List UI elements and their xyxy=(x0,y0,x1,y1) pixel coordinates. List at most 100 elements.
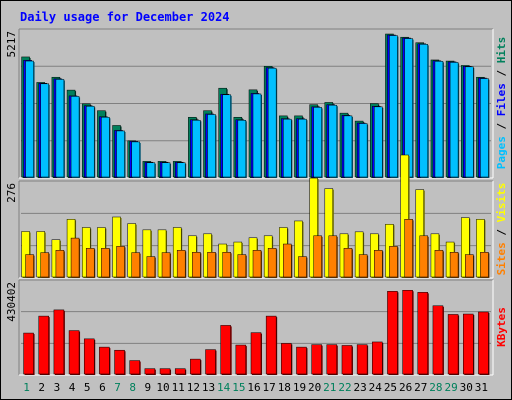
bar-pages-day-7 xyxy=(116,130,125,178)
bar-pages-day-25 xyxy=(389,35,398,178)
bar-sites-day-10 xyxy=(161,252,171,278)
legend-entry-kbytes: KBytes xyxy=(495,307,508,347)
bar-pages-day-31 xyxy=(480,78,489,178)
bar-sites-day-4 xyxy=(70,237,80,278)
bar-pages-day-9 xyxy=(146,162,156,178)
bar-sites-day-3 xyxy=(55,250,65,278)
bar-kbytes-day-30 xyxy=(463,313,474,375)
bar-kbytes-day-24 xyxy=(372,341,383,375)
bar-pages-day-18 xyxy=(283,118,292,178)
bar-pages-day-16 xyxy=(252,93,262,178)
bar-kbytes-day-26 xyxy=(402,290,413,375)
legend-entry-hits: Hits xyxy=(495,37,508,64)
x-tick-label-day-15: 15 xyxy=(232,381,245,394)
legend-entry-pages: Pages xyxy=(495,136,508,169)
bar-kbytes-day-18 xyxy=(281,343,292,375)
bar-sites-day-31 xyxy=(480,252,489,278)
bar-kbytes-day-6 xyxy=(99,346,110,375)
bar-sites-day-7 xyxy=(116,246,125,278)
bar-pages-day-1 xyxy=(25,60,34,178)
bar-kbytes-day-10 xyxy=(159,368,171,375)
bar-pages-day-12 xyxy=(192,120,201,178)
bar-sites-day-24 xyxy=(374,250,383,278)
panel-hits-files-pages: 5217 Pages / Files / Hits xyxy=(5,28,508,179)
panel-max-label: 5217 xyxy=(5,31,18,58)
bar-sites-day-6 xyxy=(101,248,110,278)
bar-sites-day-5 xyxy=(85,248,95,278)
bar-sites-day-26 xyxy=(404,219,413,278)
bar-sites-day-14 xyxy=(222,252,231,278)
bar-sites-day-29 xyxy=(449,252,459,278)
x-tick-label-day-25: 25 xyxy=(384,381,397,394)
x-tick-label-day-12: 12 xyxy=(187,381,200,394)
bar-kbytes-day-27 xyxy=(417,292,429,375)
bar-kbytes-day-9 xyxy=(144,368,156,375)
x-tick-label-day-29: 29 xyxy=(444,381,457,394)
panel-legend: Pages / Files / Hits xyxy=(495,37,508,170)
bar-kbytes-day-22 xyxy=(341,345,353,375)
x-tick-label-day-6: 6 xyxy=(99,381,106,394)
bar-pages-day-10 xyxy=(161,162,171,178)
bar-pages-day-13 xyxy=(207,114,216,178)
bar-pages-day-11 xyxy=(176,162,186,178)
panel-max-label: 430402 xyxy=(5,282,18,322)
x-tick-label-day-7: 7 xyxy=(114,381,121,394)
bar-kbytes-day-4 xyxy=(68,330,80,375)
bar-sites-day-16 xyxy=(252,250,262,278)
bar-sites-day-9 xyxy=(146,256,156,278)
legend-separator: / xyxy=(495,63,508,83)
bar-sites-day-30 xyxy=(465,254,474,278)
bar-pages-day-17 xyxy=(267,67,277,178)
bar-pages-day-24 xyxy=(374,106,383,178)
bar-pages-day-6 xyxy=(101,116,110,178)
bar-pages-day-20 xyxy=(313,107,322,178)
x-tick-label-day-24: 24 xyxy=(369,381,383,394)
bar-sites-day-19 xyxy=(298,256,307,278)
bar-pages-day-3 xyxy=(55,79,65,178)
panel-max-label: 276 xyxy=(5,183,18,203)
bar-sites-day-20 xyxy=(313,235,322,278)
x-tick-label-day-18: 18 xyxy=(278,381,291,394)
x-tick-label-day-31: 31 xyxy=(475,381,488,394)
x-tick-label-day-8: 8 xyxy=(129,381,136,394)
x-tick-label-day-5: 5 xyxy=(84,381,91,394)
bar-pages-day-5 xyxy=(85,106,95,178)
bar-pages-day-8 xyxy=(131,141,140,178)
bar-kbytes-day-8 xyxy=(129,360,140,375)
bar-kbytes-day-29 xyxy=(447,314,459,375)
bar-pages-day-21 xyxy=(328,104,338,178)
bar-pages-day-29 xyxy=(449,62,459,178)
x-tick-label-day-30: 30 xyxy=(460,381,473,394)
x-tick-label-day-4: 4 xyxy=(69,381,76,394)
panel-legend: Sites / Visits xyxy=(495,183,508,276)
x-tick-label-day-23: 23 xyxy=(354,381,367,394)
bar-pages-day-27 xyxy=(419,44,429,178)
bar-pages-day-15 xyxy=(237,120,247,178)
bar-pages-day-22 xyxy=(343,115,353,178)
bar-kbytes-day-17 xyxy=(265,315,277,375)
bar-pages-day-28 xyxy=(434,61,444,178)
x-tick-label-day-14: 14 xyxy=(217,381,231,394)
bar-pages-day-14 xyxy=(222,94,231,178)
x-tick-label-day-13: 13 xyxy=(202,381,215,394)
x-tick-label-day-17: 17 xyxy=(263,381,276,394)
panel-kbytes: 430402 KBytes xyxy=(5,279,508,376)
bar-sites-day-17 xyxy=(267,248,277,278)
bar-pages-day-23 xyxy=(358,123,368,178)
bar-sites-day-21 xyxy=(328,235,338,278)
bar-pages-day-30 xyxy=(465,66,474,178)
x-tick-label-day-3: 3 xyxy=(54,381,61,394)
bar-kbytes-day-1 xyxy=(23,332,34,375)
legend-separator: / xyxy=(495,116,508,136)
bar-kbytes-day-28 xyxy=(432,305,444,375)
bar-sites-day-23 xyxy=(358,254,368,278)
bar-kbytes-day-21 xyxy=(326,344,338,375)
bar-sites-day-25 xyxy=(389,246,398,278)
x-tick-label-day-10: 10 xyxy=(156,381,169,394)
bar-kbytes-day-14 xyxy=(220,325,231,375)
bar-sites-day-11 xyxy=(176,250,186,278)
bar-sites-day-12 xyxy=(192,252,201,278)
bar-kbytes-day-31 xyxy=(478,311,489,375)
bar-pages-day-19 xyxy=(298,118,307,178)
